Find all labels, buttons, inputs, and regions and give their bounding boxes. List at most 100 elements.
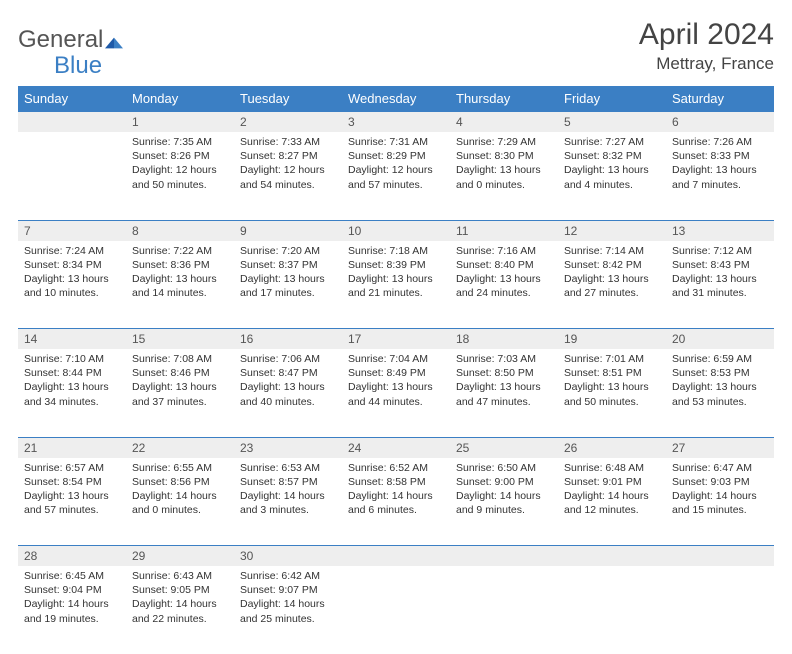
- day-data: Sunrise: 6:43 AMSunset: 9:05 PMDaylight:…: [126, 566, 234, 632]
- day-number-cell: 19: [558, 329, 666, 350]
- day-data: Sunrise: 7:29 AMSunset: 8:30 PMDaylight:…: [450, 132, 558, 198]
- daynum-row: 78910111213: [18, 220, 774, 241]
- day-data: Sunrise: 6:45 AMSunset: 9:04 PMDaylight:…: [18, 566, 126, 632]
- day-number-cell: 22: [126, 437, 234, 458]
- day-header: Thursday: [450, 86, 558, 112]
- day-number-cell: 24: [342, 437, 450, 458]
- day-number-cell: 8: [126, 220, 234, 241]
- day-data: Sunrise: 6:50 AMSunset: 9:00 PMDaylight:…: [450, 458, 558, 524]
- day-number: 21: [18, 438, 126, 458]
- day-data: Sunrise: 7:27 AMSunset: 8:32 PMDaylight:…: [558, 132, 666, 198]
- day-number-cell: 25: [450, 437, 558, 458]
- day-cell: Sunrise: 7:24 AMSunset: 8:34 PMDaylight:…: [18, 241, 126, 329]
- day-cell: Sunrise: 6:47 AMSunset: 9:03 PMDaylight:…: [666, 458, 774, 546]
- day-number: 20: [666, 329, 774, 349]
- day-header: Monday: [126, 86, 234, 112]
- day-cell: Sunrise: 7:08 AMSunset: 8:46 PMDaylight:…: [126, 349, 234, 437]
- day-cell: Sunrise: 7:03 AMSunset: 8:50 PMDaylight:…: [450, 349, 558, 437]
- day-data: Sunrise: 7:22 AMSunset: 8:36 PMDaylight:…: [126, 241, 234, 307]
- day-number: 27: [666, 438, 774, 458]
- day-number-cell: 21: [18, 437, 126, 458]
- day-cell: Sunrise: 6:55 AMSunset: 8:56 PMDaylight:…: [126, 458, 234, 546]
- day-number: [450, 546, 558, 552]
- day-number: 15: [126, 329, 234, 349]
- day-cell: Sunrise: 7:01 AMSunset: 8:51 PMDaylight:…: [558, 349, 666, 437]
- day-number: [558, 546, 666, 552]
- day-cell: Sunrise: 7:22 AMSunset: 8:36 PMDaylight:…: [126, 241, 234, 329]
- day-cell: [18, 132, 126, 220]
- day-number-cell: 1: [126, 112, 234, 133]
- day-number: 28: [18, 546, 126, 566]
- day-cell: Sunrise: 7:12 AMSunset: 8:43 PMDaylight:…: [666, 241, 774, 329]
- day-number: 7: [18, 221, 126, 241]
- day-number: [666, 546, 774, 552]
- day-data: Sunrise: 7:20 AMSunset: 8:37 PMDaylight:…: [234, 241, 342, 307]
- logo-text-2: Blue: [54, 52, 102, 80]
- day-number-cell: 20: [666, 329, 774, 350]
- day-number-cell: 27: [666, 437, 774, 458]
- day-cell: Sunrise: 7:10 AMSunset: 8:44 PMDaylight:…: [18, 349, 126, 437]
- day-number-cell: 5: [558, 112, 666, 133]
- day-cell: Sunrise: 6:42 AMSunset: 9:07 PMDaylight:…: [234, 566, 342, 654]
- day-data: Sunrise: 6:59 AMSunset: 8:53 PMDaylight:…: [666, 349, 774, 415]
- day-cell: Sunrise: 7:29 AMSunset: 8:30 PMDaylight:…: [450, 132, 558, 220]
- day-cell: Sunrise: 7:04 AMSunset: 8:49 PMDaylight:…: [342, 349, 450, 437]
- location: Mettray, France: [639, 54, 774, 74]
- day-data: Sunrise: 7:18 AMSunset: 8:39 PMDaylight:…: [342, 241, 450, 307]
- day-number-cell: 18: [450, 329, 558, 350]
- day-number-cell: 23: [234, 437, 342, 458]
- day-data: Sunrise: 6:57 AMSunset: 8:54 PMDaylight:…: [18, 458, 126, 524]
- day-data-row: Sunrise: 6:57 AMSunset: 8:54 PMDaylight:…: [18, 458, 774, 546]
- day-data: Sunrise: 7:10 AMSunset: 8:44 PMDaylight:…: [18, 349, 126, 415]
- day-number-cell: [558, 546, 666, 567]
- day-number-cell: 11: [450, 220, 558, 241]
- day-number-cell: 16: [234, 329, 342, 350]
- day-cell: Sunrise: 6:45 AMSunset: 9:04 PMDaylight:…: [18, 566, 126, 654]
- day-number-cell: 14: [18, 329, 126, 350]
- day-number-cell: 7: [18, 220, 126, 241]
- day-cell: Sunrise: 6:52 AMSunset: 8:58 PMDaylight:…: [342, 458, 450, 546]
- day-number: 25: [450, 438, 558, 458]
- day-number-cell: 9: [234, 220, 342, 241]
- day-data: Sunrise: 7:33 AMSunset: 8:27 PMDaylight:…: [234, 132, 342, 198]
- day-number-cell: 15: [126, 329, 234, 350]
- day-number-cell: 13: [666, 220, 774, 241]
- calendar: SundayMondayTuesdayWednesdayThursdayFrid…: [18, 86, 774, 654]
- day-number-cell: 28: [18, 546, 126, 567]
- day-number: 30: [234, 546, 342, 566]
- day-number-cell: 2: [234, 112, 342, 133]
- day-number: 29: [126, 546, 234, 566]
- day-header: Saturday: [666, 86, 774, 112]
- day-header: Sunday: [18, 86, 126, 112]
- logo-text-1: General: [18, 26, 103, 54]
- daynum-row: 14151617181920: [18, 329, 774, 350]
- day-data: Sunrise: 7:12 AMSunset: 8:43 PMDaylight:…: [666, 241, 774, 307]
- day-cell: [342, 566, 450, 654]
- day-number: 22: [126, 438, 234, 458]
- day-number: 18: [450, 329, 558, 349]
- day-data: Sunrise: 7:35 AMSunset: 8:26 PMDaylight:…: [126, 132, 234, 198]
- day-data: Sunrise: 6:53 AMSunset: 8:57 PMDaylight:…: [234, 458, 342, 524]
- day-cell: Sunrise: 7:26 AMSunset: 8:33 PMDaylight:…: [666, 132, 774, 220]
- day-number: 11: [450, 221, 558, 241]
- day-number: 10: [342, 221, 450, 241]
- month-title: April 2024: [639, 18, 774, 52]
- day-data: Sunrise: 7:01 AMSunset: 8:51 PMDaylight:…: [558, 349, 666, 415]
- daynum-row: 282930: [18, 546, 774, 567]
- day-data: Sunrise: 7:14 AMSunset: 8:42 PMDaylight:…: [558, 241, 666, 307]
- day-header-row: SundayMondayTuesdayWednesdayThursdayFrid…: [18, 86, 774, 112]
- day-cell: Sunrise: 6:53 AMSunset: 8:57 PMDaylight:…: [234, 458, 342, 546]
- day-cell: Sunrise: 6:59 AMSunset: 8:53 PMDaylight:…: [666, 349, 774, 437]
- day-data: Sunrise: 7:06 AMSunset: 8:47 PMDaylight:…: [234, 349, 342, 415]
- day-number: 24: [342, 438, 450, 458]
- day-data: Sunrise: 7:24 AMSunset: 8:34 PMDaylight:…: [18, 241, 126, 307]
- day-data-row: Sunrise: 7:10 AMSunset: 8:44 PMDaylight:…: [18, 349, 774, 437]
- day-data: Sunrise: 7:31 AMSunset: 8:29 PMDaylight:…: [342, 132, 450, 198]
- day-number-cell: [450, 546, 558, 567]
- day-number: 16: [234, 329, 342, 349]
- day-number: 13: [666, 221, 774, 241]
- day-number-cell: 6: [666, 112, 774, 133]
- day-number: [18, 112, 126, 118]
- day-header: Friday: [558, 86, 666, 112]
- day-cell: Sunrise: 7:16 AMSunset: 8:40 PMDaylight:…: [450, 241, 558, 329]
